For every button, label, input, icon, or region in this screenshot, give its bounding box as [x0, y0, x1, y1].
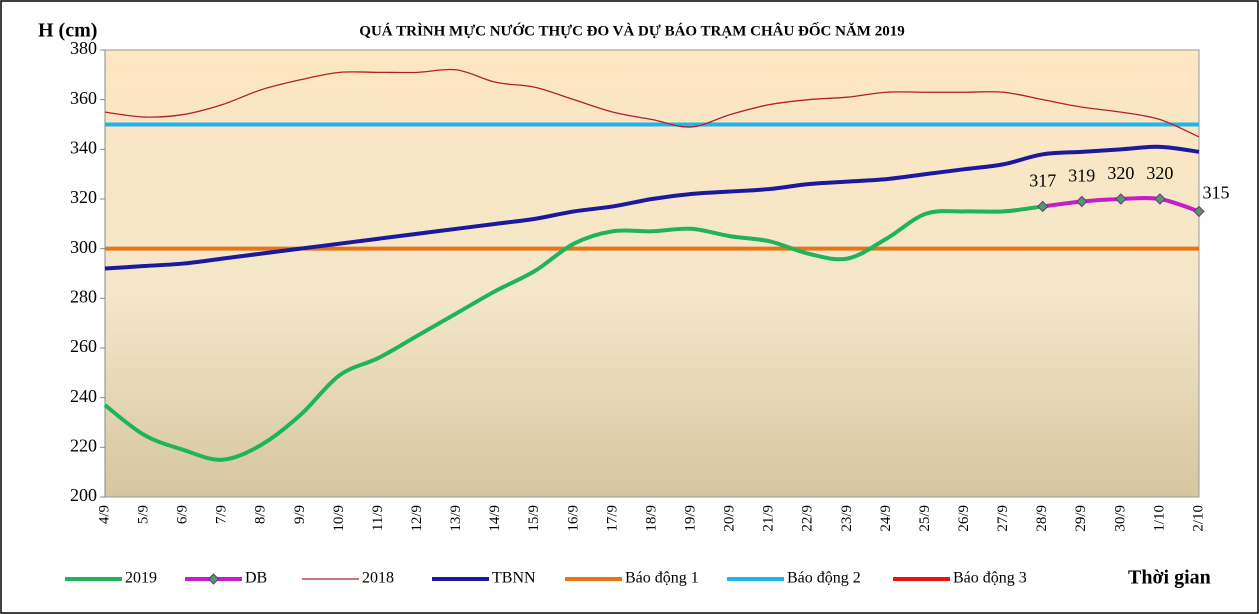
- legend-label: DB: [245, 570, 267, 587]
- x-tick-label: 15/9: [526, 505, 542, 532]
- legend-label: Báo động 1: [625, 570, 699, 587]
- x-tick-label: 5/9: [136, 505, 152, 524]
- x-tick-label: 13/9: [448, 505, 464, 532]
- point-marker: [1076, 195, 1088, 208]
- y-tick-label: 260: [70, 336, 97, 356]
- x-tick-label: 28/9: [1034, 505, 1050, 532]
- x-tick-label: 23/9: [839, 505, 855, 532]
- x-tick-label: 21/9: [761, 505, 777, 532]
- legend-label: 2019: [125, 570, 157, 587]
- data-label: 315: [1203, 183, 1230, 203]
- x-tick-label: 29/9: [1073, 505, 1089, 532]
- y-axis-label: H (cm): [38, 20, 97, 42]
- y-tick-label: 300: [70, 237, 97, 257]
- x-tick-label: 11/9: [370, 505, 386, 531]
- point-marker: [1193, 205, 1205, 218]
- x-tick-label: 25/9: [917, 505, 933, 532]
- x-tick-label: 2/10: [1190, 505, 1206, 532]
- x-tick-label: 30/9: [1112, 505, 1128, 532]
- y-tick-label: 240: [70, 386, 97, 406]
- x-tick-label: 1/10: [1151, 505, 1167, 532]
- x-tick-label: 10/9: [331, 505, 347, 532]
- y-tick-label: 340: [70, 137, 97, 157]
- x-tick-label: 26/9: [956, 505, 972, 532]
- data-label: 317: [1029, 171, 1056, 191]
- data-label: 319: [1068, 166, 1095, 186]
- x-tick-label: 7/9: [214, 505, 230, 524]
- y-tick-label: 220: [70, 435, 97, 455]
- legend-label: 2018: [362, 570, 394, 587]
- x-tick-label: 18/9: [643, 505, 659, 532]
- legend-label: TBNN: [492, 570, 536, 587]
- legend-label: Báo động 2: [787, 570, 861, 587]
- x-tick-label: 9/9: [292, 505, 308, 524]
- x-tick-label: 16/9: [565, 505, 581, 532]
- plot-area: [104, 49, 1200, 498]
- x-tick-label: 24/9: [878, 505, 894, 532]
- point-marker: [1154, 193, 1166, 205]
- data-label: 320: [1146, 163, 1173, 183]
- point-marker: [1037, 200, 1049, 213]
- series-line: [104, 68, 1200, 138]
- x-tick-label: 8/9: [253, 505, 269, 524]
- y-tick-label: 380: [70, 38, 97, 58]
- x-tick-label: 20/9: [722, 505, 738, 532]
- x-tick-label: 4/9: [96, 505, 112, 524]
- x-tick-label: 6/9: [175, 505, 191, 524]
- x-tick-label: 12/9: [409, 505, 425, 532]
- series-line: [104, 144, 1200, 271]
- chart-title: QUÁ TRÌNH MỰC NƯỚC THỰC ĐO VÀ DỰ BÁO TRẠ…: [359, 21, 904, 39]
- point-marker: [1115, 193, 1127, 205]
- legend-label: Báo động 3: [953, 570, 1027, 587]
- legend-marker: [207, 573, 220, 585]
- x-axis-label: Thời gian: [1128, 567, 1211, 589]
- x-tick-label: 22/9: [800, 505, 816, 532]
- y-tick-label: 320: [70, 187, 97, 207]
- data-label: 320: [1107, 163, 1134, 183]
- x-tick-label: 19/9: [683, 505, 699, 532]
- x-tick-label: 17/9: [604, 505, 620, 532]
- y-tick-label: 360: [70, 88, 97, 108]
- y-tick-label: 200: [70, 485, 97, 505]
- x-tick-label: 14/9: [487, 505, 503, 532]
- series-line: [103, 204, 1043, 462]
- x-tick-label: 27/9: [995, 505, 1011, 532]
- y-tick-label: 280: [70, 286, 97, 306]
